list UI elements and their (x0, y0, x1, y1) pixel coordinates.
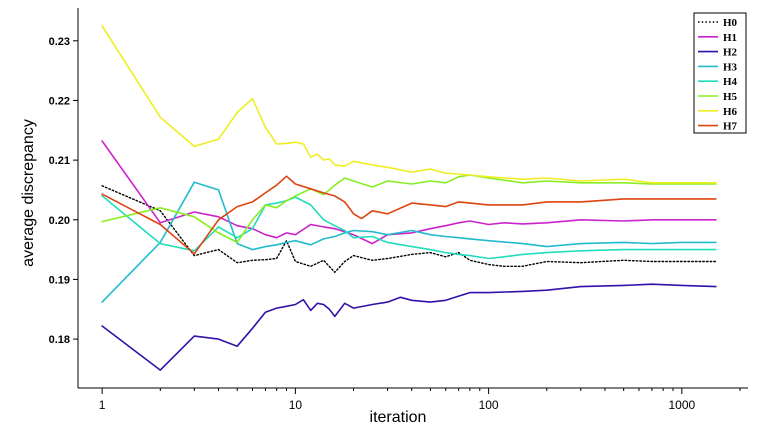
y-tick-label-0-20: 0.20 (49, 215, 70, 227)
series-line-h6 (101, 25, 717, 184)
series-line-h0 (101, 185, 717, 273)
axes (77, 8, 748, 389)
y-axis-title: average discrepancy (20, 119, 37, 267)
legend-label-h2: H2 (723, 47, 738, 59)
y-tick-label-0-22: 0.22 (49, 95, 70, 107)
x-tick-label-100: 100 (479, 398, 499, 412)
y-ticks: 0.18 0.19 0.20 0.21 0.22 0.23 (49, 36, 78, 346)
series-line-h5 (101, 174, 717, 244)
legend-box (693, 12, 747, 134)
series-line-h2 (101, 283, 717, 371)
legend-label-h7: H7 (723, 121, 738, 133)
legend: H0 H1 H2 H3 H4 H5 H6 H7 (693, 12, 747, 134)
y-tick-label-0-18: 0.18 (49, 334, 70, 346)
series-line-h7 (101, 175, 717, 255)
y-tick-label-0-19: 0.19 (49, 274, 70, 286)
x-ticks: 1 10 100 1000 (99, 388, 741, 412)
x-tick-label-10: 10 (289, 398, 303, 412)
series-line-h3 (101, 181, 717, 303)
legend-label-h0: H0 (723, 17, 738, 29)
legend-label-h1: H1 (723, 32, 737, 44)
legend-label-h5: H5 (723, 91, 738, 103)
x-tick-label-1000: 1000 (668, 398, 695, 412)
series-line-h4 (101, 195, 717, 260)
series-line-h1 (101, 140, 717, 245)
legend-label-h4: H4 (723, 76, 738, 88)
x-tick-label-1: 1 (99, 398, 106, 412)
legend-label-h6: H6 (723, 106, 738, 118)
legend-label-h3: H3 (723, 61, 738, 73)
series-layer (101, 25, 717, 371)
x-axis-title: iteration (370, 409, 427, 426)
y-tick-label-0-21: 0.21 (49, 155, 70, 167)
y-tick-label-0-23: 0.23 (49, 36, 70, 48)
